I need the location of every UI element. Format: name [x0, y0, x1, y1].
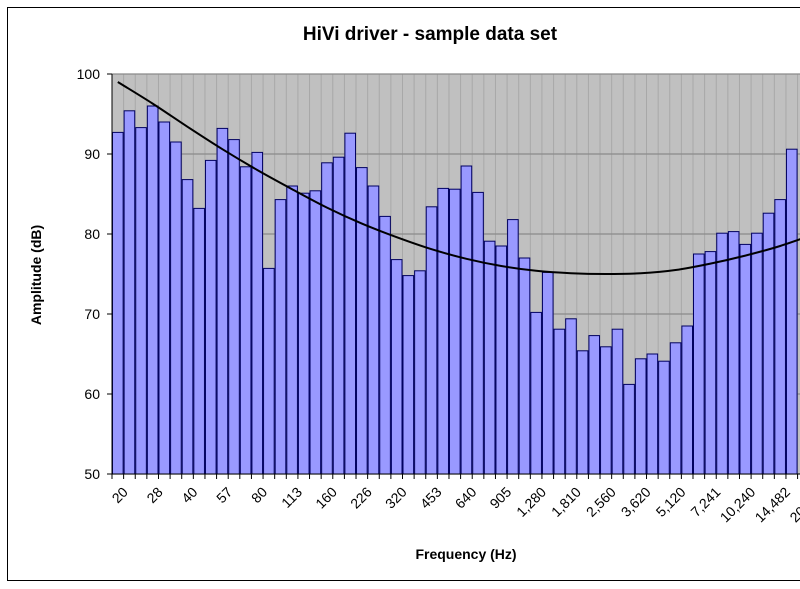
bar [623, 383, 635, 475]
bar [553, 328, 566, 475]
bar [123, 110, 136, 475]
bar [565, 318, 577, 475]
bar [286, 185, 298, 475]
bar [274, 199, 287, 475]
bar [146, 105, 159, 475]
bar [356, 167, 368, 475]
bar [344, 132, 357, 475]
bar [216, 127, 229, 475]
y-tick-label: 80 [84, 226, 100, 242]
bar [472, 191, 484, 475]
bar [460, 165, 473, 475]
bar [669, 342, 682, 475]
x-tick-label: 453 [417, 484, 445, 512]
bar [251, 151, 264, 475]
x-tick-label: 28 [143, 484, 165, 506]
bar [158, 121, 171, 475]
bar [309, 190, 322, 475]
bar [704, 251, 717, 475]
bar [228, 139, 240, 475]
x-tick-label: 80 [248, 484, 270, 506]
bar [541, 271, 554, 475]
x-tick-label: 10,240 [717, 484, 759, 526]
bar [576, 350, 589, 475]
x-tick-label: 1,280 [513, 484, 549, 520]
x-tick-label: 640 [452, 484, 480, 512]
y-tick-label: 90 [84, 146, 100, 162]
bar [263, 267, 275, 475]
bar [716, 232, 728, 475]
bar [379, 215, 391, 475]
bar [448, 188, 461, 475]
bar [785, 148, 798, 475]
x-tick-label: 57 [213, 484, 235, 506]
x-axis-label: Frequency (Hz) [415, 546, 517, 562]
x-tick-label: 160 [312, 484, 340, 512]
x-tick-label: 5,120 [653, 484, 689, 520]
x-tick-label: 1,810 [548, 484, 584, 520]
bar [181, 179, 194, 475]
bar [332, 156, 345, 475]
bar [437, 187, 449, 475]
bar [425, 206, 438, 475]
x-tick-label: 2,560 [583, 484, 619, 520]
bar [507, 219, 519, 475]
bar [646, 353, 659, 475]
bar [297, 192, 310, 475]
bar [774, 199, 786, 475]
bar [204, 159, 217, 475]
x-tick-label: 113 [278, 484, 305, 511]
x-tick-label: 226 [347, 484, 375, 512]
bar [135, 127, 147, 475]
x-tick-label: 20,480 [786, 484, 800, 526]
x-tick-label: 320 [382, 484, 410, 512]
y-tick-label: 50 [84, 466, 100, 482]
bar [483, 240, 496, 475]
bar [239, 166, 252, 475]
x-tick-label: 14,482 [752, 484, 794, 526]
bar [390, 259, 403, 475]
bar [739, 243, 752, 475]
bar [727, 231, 740, 475]
bar [518, 257, 531, 475]
x-tick-label: 905 [486, 484, 514, 512]
x-tick-label: 40 [178, 484, 200, 506]
chart-title: HiVi driver - sample data set [302, 24, 558, 45]
bar [693, 253, 705, 475]
bar [402, 275, 415, 475]
y-tick-label: 100 [77, 66, 101, 82]
bar [751, 232, 763, 475]
bar [112, 131, 124, 475]
bar [588, 335, 601, 475]
bar [170, 141, 182, 475]
x-tick-label: 20 [109, 484, 131, 506]
bar [600, 346, 612, 475]
y-tick-label: 70 [84, 306, 100, 322]
bar [530, 311, 542, 475]
bar [762, 212, 775, 475]
bar [611, 328, 624, 475]
bar [193, 207, 205, 475]
x-tick-label: 3,620 [618, 484, 654, 520]
y-tick-label: 60 [84, 386, 100, 402]
bar [658, 360, 670, 475]
chart-frame [7, 7, 800, 581]
bar [634, 358, 647, 475]
bar [681, 325, 694, 475]
bar [414, 270, 426, 475]
trend-line [117, 81, 800, 276]
bar [495, 245, 508, 475]
